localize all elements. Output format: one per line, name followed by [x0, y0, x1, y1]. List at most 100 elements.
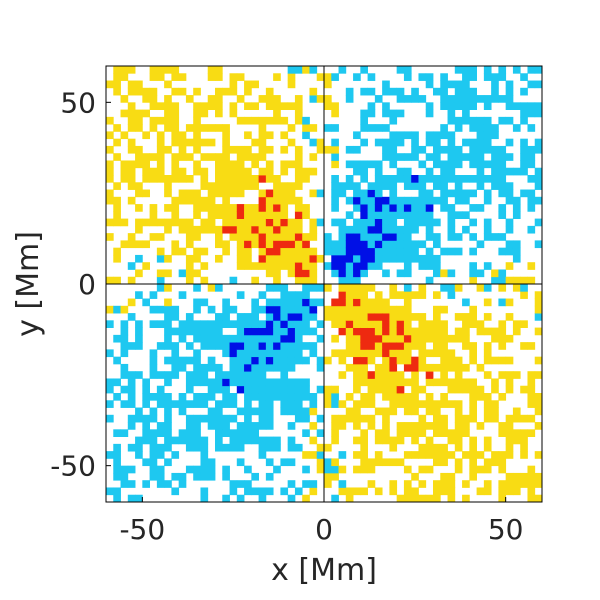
heatmap-cell: [396, 269, 405, 278]
heatmap-cell: [280, 342, 289, 350]
heatmap-cell: [193, 233, 201, 241]
heatmap-cell: [411, 407, 419, 416]
heatmap-cell: [113, 153, 121, 161]
heatmap-cell: [338, 233, 347, 241]
heatmap-cell: [135, 240, 143, 249]
heatmap-cell: [345, 313, 354, 321]
heatmap-cell: [527, 400, 536, 408]
heatmap-cell: [454, 211, 463, 219]
heatmap-cell: [505, 87, 514, 96]
heatmap-cell: [185, 262, 194, 270]
heatmap-cell: [353, 240, 361, 249]
heatmap-cell: [498, 422, 507, 430]
heatmap-cell: [403, 480, 412, 488]
heatmap-cell: [324, 247, 332, 256]
heatmap-cell: [382, 233, 390, 241]
heatmap-cell: [113, 196, 121, 205]
heatmap-cell: [491, 378, 499, 387]
heatmap-cell: [418, 145, 427, 154]
heatmap-cell: [294, 116, 303, 125]
heatmap-cell: [258, 393, 267, 401]
heatmap-cell: [200, 327, 209, 336]
heatmap-cell: [156, 254, 165, 263]
heatmap-cell: [476, 320, 485, 328]
heatmap-cell: [476, 363, 485, 372]
heatmap-cell: [483, 196, 492, 205]
heatmap-cell: [127, 109, 136, 118]
heatmap-cell: [280, 320, 289, 328]
heatmap-cell: [222, 167, 230, 176]
heatmap-cell: [520, 284, 528, 292]
heatmap-cell: [454, 407, 463, 416]
heatmap-cell: [411, 254, 419, 263]
heatmap-cell: [520, 102, 528, 110]
heatmap-cell: [454, 189, 463, 198]
heatmap-cell: [396, 429, 405, 437]
heatmap-cell: [113, 487, 121, 496]
heatmap-cell: [411, 196, 419, 205]
heatmap-cell: [207, 393, 216, 401]
heatmap-cell: [527, 160, 536, 169]
heatmap-cell: [331, 429, 339, 437]
heatmap-cell: [222, 211, 230, 219]
heatmap-cell: [469, 87, 477, 96]
heatmap-cell: [200, 102, 209, 110]
heatmap-cell: [185, 225, 194, 234]
heatmap-cell: [331, 153, 339, 161]
heatmap-cell: [440, 269, 448, 278]
heatmap-cell: [505, 102, 514, 110]
heatmap-cell: [106, 378, 114, 387]
heatmap-cell: [207, 305, 216, 314]
heatmap-cell: [367, 124, 376, 132]
heatmap-cell: [382, 436, 390, 445]
heatmap-cell: [244, 116, 252, 125]
heatmap-cell: [367, 109, 376, 118]
heatmap-cell: [120, 363, 129, 372]
heatmap-cell: [374, 305, 383, 314]
heatmap-cell: [440, 363, 448, 372]
heatmap-cell: [178, 480, 187, 488]
heatmap-cell: [207, 73, 216, 81]
heatmap-cell: [200, 371, 209, 379]
heatmap-cell: [367, 313, 376, 321]
heatmap-cell: [215, 182, 223, 190]
heatmap-cell: [360, 465, 368, 474]
heatmap-cell: [265, 269, 274, 278]
heatmap-cell: [149, 349, 158, 358]
heatmap-cell: [236, 160, 245, 169]
heatmap-cell: [156, 305, 165, 314]
heatmap-cell: [345, 276, 354, 285]
heatmap-cell: [345, 247, 354, 256]
heatmap-cell: [331, 182, 339, 190]
heatmap-cell: [331, 349, 339, 358]
heatmap-cell: [462, 175, 470, 183]
heatmap-cell: [258, 211, 267, 219]
heatmap-cell: [185, 378, 194, 387]
heatmap-cell: [142, 160, 150, 169]
heatmap-cell: [229, 73, 238, 81]
heatmap-cell: [287, 480, 296, 488]
heatmap-cell: [469, 458, 477, 467]
heatmap-cell: [193, 160, 201, 169]
heatmap-cell: [113, 305, 121, 314]
heatmap-cell: [483, 138, 492, 147]
heatmap-cell: [396, 109, 405, 118]
heatmap-cell: [367, 400, 376, 408]
heatmap-cell: [396, 211, 405, 219]
heatmap-cell: [294, 145, 303, 154]
heatmap-cell: [236, 429, 245, 437]
heatmap-cell: [403, 334, 412, 343]
heatmap-cell: [171, 153, 180, 161]
y-tick-label: 50: [60, 86, 96, 119]
heatmap-cell: [149, 116, 158, 125]
heatmap-cell: [403, 204, 412, 212]
heatmap-cell: [527, 124, 536, 132]
heatmap-cell: [454, 182, 463, 190]
heatmap-cell: [273, 233, 281, 241]
heatmap-cell: [113, 378, 121, 387]
heatmap-cell: [440, 167, 448, 176]
heatmap-cell: [185, 327, 194, 336]
heatmap-cell: [396, 95, 405, 103]
heatmap-cell: [142, 175, 150, 183]
heatmap-cell: [229, 371, 238, 379]
